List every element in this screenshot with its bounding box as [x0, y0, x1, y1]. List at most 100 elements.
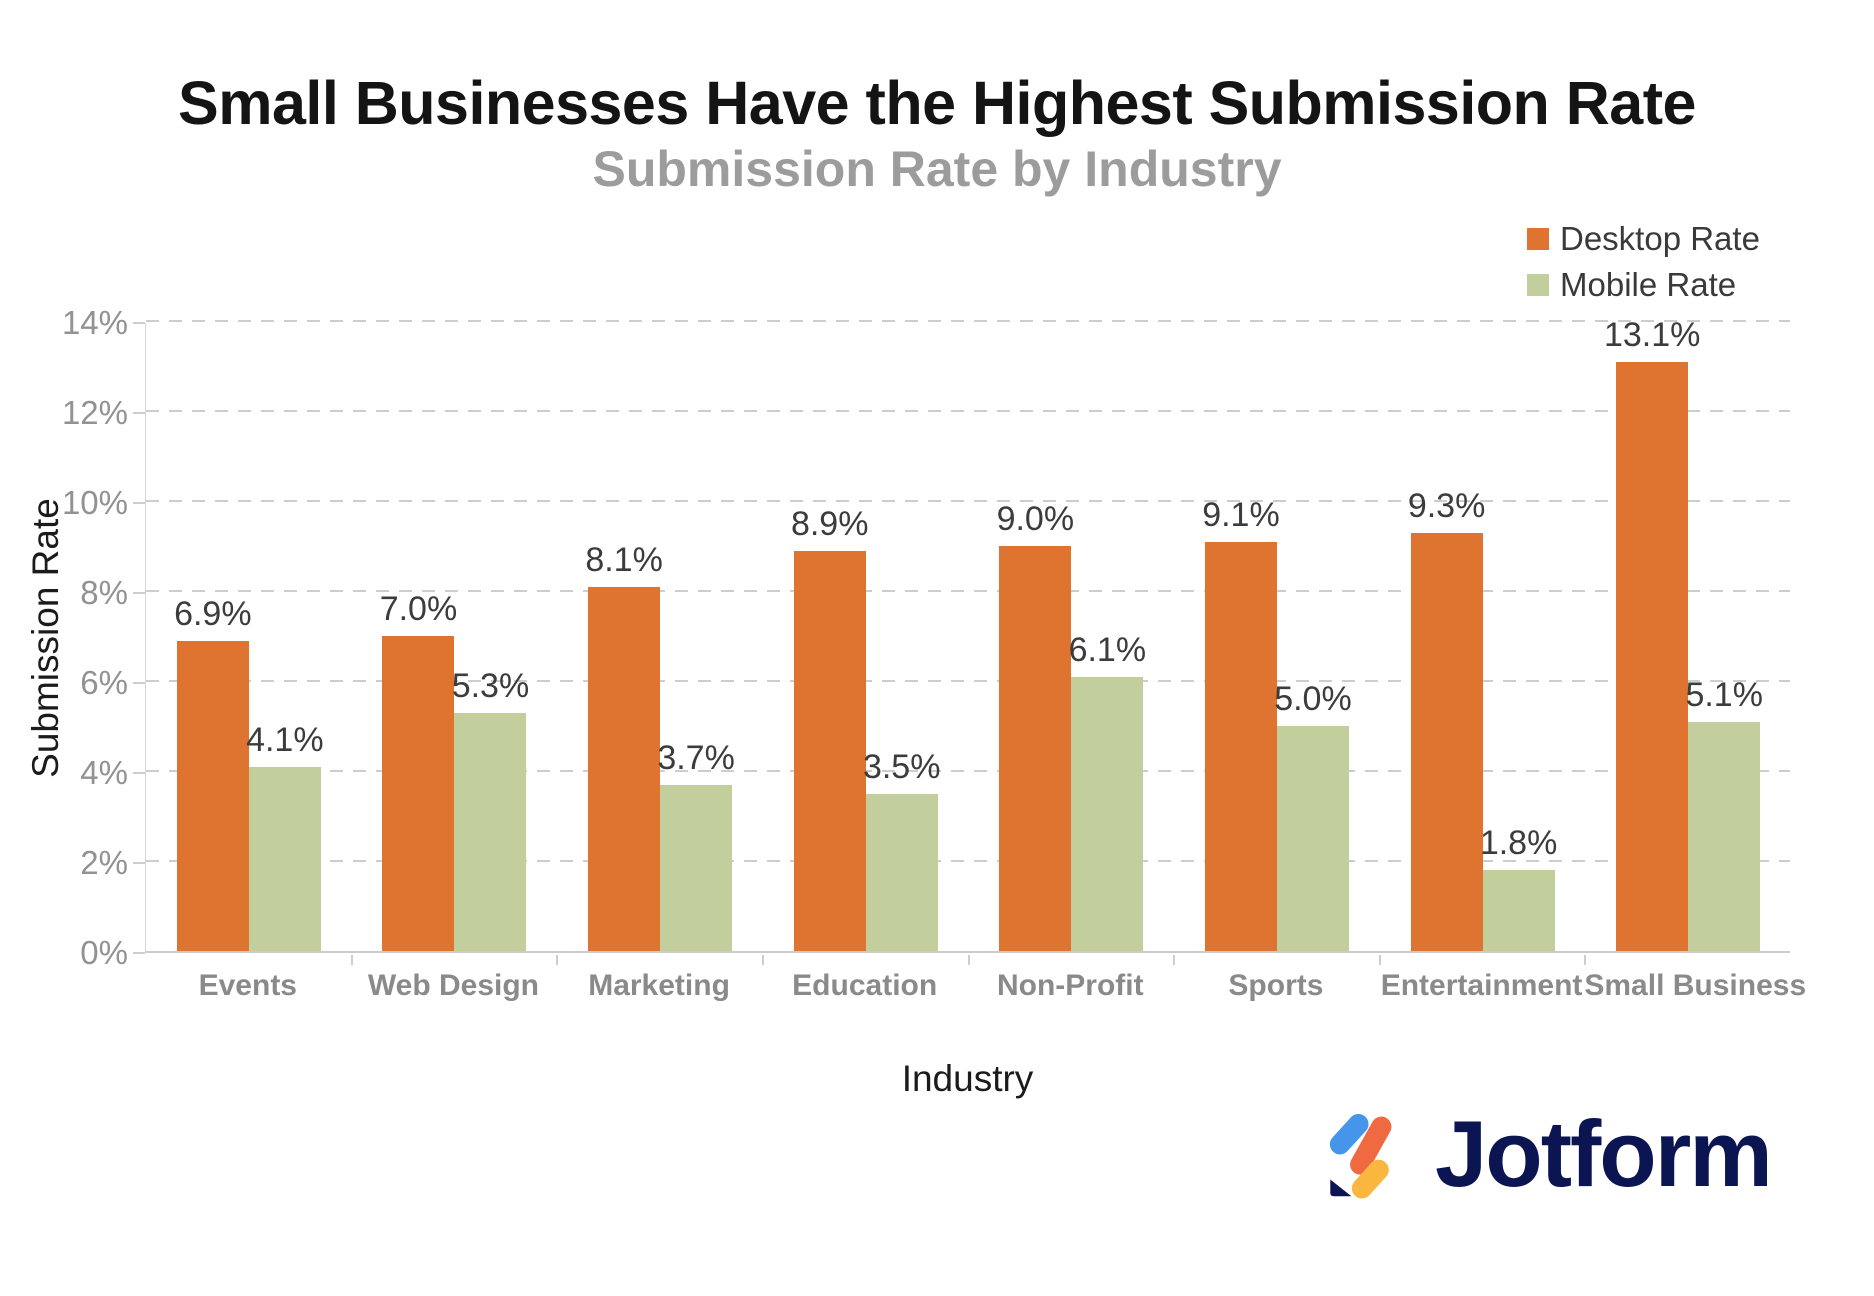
x-axis-title: Industry — [901, 1058, 1034, 1099]
bar-value-label: 5.3% — [451, 666, 530, 705]
y-tick-mark — [133, 862, 145, 864]
x-category-label: Sports — [1228, 969, 1324, 1002]
bar-wrap: 9.0% — [997, 500, 1074, 951]
gridline — [146, 410, 1790, 412]
bar-desktop-rate — [1410, 532, 1483, 951]
x-tick-mark — [1584, 955, 1587, 965]
logo-blue-stroke — [1329, 1113, 1369, 1155]
bar-wrap: 13.1% — [1604, 316, 1700, 951]
bar-wrap: 3.7% — [657, 739, 735, 951]
bar-value-label: 4.1% — [246, 720, 324, 759]
bar-value-label: 9.1% — [1202, 495, 1280, 534]
x-category-label: Entertainment — [1380, 969, 1583, 1002]
bar-wrap: 6.1% — [1069, 631, 1146, 951]
y-tick-label: 4% — [80, 754, 128, 791]
bar-desktop-rate — [1616, 361, 1689, 951]
bar-group-marketing: 8.1% 3.7% — [557, 323, 763, 951]
gridline — [146, 860, 1790, 862]
bar-value-label: 6.9% — [174, 594, 252, 633]
bar-value-label: 9.0% — [996, 500, 1075, 538]
bar-mobile-rate — [248, 766, 321, 951]
bar-value-label: 3.5% — [862, 747, 941, 786]
gridline — [146, 590, 1790, 592]
gridline — [146, 680, 1790, 682]
y-tick-label: 8% — [80, 574, 128, 611]
bar-wrap: 5.1% — [1685, 676, 1763, 951]
bar-wrap: 7.0% — [380, 590, 457, 951]
bar-wrap: 1.8% — [1480, 824, 1557, 951]
y-tick-mark — [133, 412, 145, 414]
plot-area: 6.9% 4.1% 7.0% 5.3% 8.1% 3.7% 8.9% 3.5% 9.0% 6.1%… — [145, 316, 1791, 953]
bar-value-label: 8.1% — [585, 540, 663, 579]
x-tick-mark — [556, 955, 559, 965]
bar-desktop-rate — [176, 640, 249, 951]
bar-group-events: 6.9% 4.1% — [146, 323, 352, 951]
bar-mobile-rate — [1688, 721, 1761, 951]
y-tick-mark — [133, 322, 145, 324]
bar-wrap: 8.9% — [791, 505, 868, 951]
bar-wrap: 9.1% — [1202, 496, 1280, 951]
legend-label-mobile: Mobile Rate — [1560, 266, 1737, 303]
y-tick-mark — [133, 952, 145, 954]
bar-mobile-rate — [1482, 870, 1555, 951]
bar-value-label: 9.3% — [1407, 486, 1486, 525]
bar-mobile-rate — [865, 793, 938, 951]
bar-mobile-rate — [660, 784, 733, 951]
logo-pencil-tip — [1330, 1179, 1352, 1197]
x-tick-mark — [350, 955, 353, 965]
bar-desktop-rate — [588, 586, 661, 951]
x-category-label: Web Design — [367, 969, 539, 1002]
logo-orange-stroke — [1350, 1116, 1392, 1175]
bar-value-label: 7.0% — [379, 590, 458, 628]
bar-group-web-design: 7.0% 5.3% — [352, 323, 558, 951]
legend-label-desktop: Desktop Rate — [1560, 220, 1760, 257]
bar-desktop-rate — [1204, 541, 1277, 951]
bar-wrap: 3.5% — [863, 748, 940, 951]
y-axis-title: Submission Rate — [25, 498, 66, 778]
bar-desktop-rate — [382, 636, 455, 951]
y-tick-mark — [133, 772, 145, 774]
bar-group-education: 8.9% 3.5% — [763, 323, 969, 951]
bar-desktop-rate — [793, 550, 866, 951]
jotform-logo-icon — [1329, 1113, 1392, 1199]
bar-group-non-profit: 9.0% 6.1% — [969, 323, 1175, 951]
gridline — [146, 770, 1790, 772]
bar-value-label: 3.7% — [657, 738, 735, 777]
bar-group-sports: 9.1% 5.0% — [1174, 323, 1380, 951]
bar-wrap: 8.1% — [585, 541, 663, 951]
legend-swatch-desktop — [1527, 228, 1549, 250]
bar-value-label: 13.1% — [1603, 315, 1701, 354]
y-tick-label: 0% — [80, 934, 128, 971]
x-category-label: Marketing — [588, 969, 730, 1002]
brand-wordmark: Jotform — [1435, 1101, 1773, 1206]
y-tick-label: 6% — [80, 664, 128, 701]
x-category-label: Small Business — [1584, 969, 1807, 1002]
bar-wrap: 9.3% — [1408, 487, 1485, 951]
y-tick-mark — [133, 682, 145, 684]
y-tick-label: 12% — [61, 394, 128, 431]
gridline — [146, 500, 1790, 502]
bar-mobile-rate — [1276, 726, 1349, 951]
x-tick-mark — [1378, 955, 1381, 965]
bar-wrap: 5.0% — [1274, 680, 1352, 951]
bar-wrap: 5.3% — [452, 667, 529, 951]
x-tick-mark — [761, 955, 764, 965]
bar-value-label: 6.1% — [1068, 630, 1147, 669]
x-category-label: Non-Profit — [996, 969, 1144, 1002]
brand-lockup: Jotform — [1325, 1100, 1773, 1208]
legend-item-desktop: Desktop Rate — [1527, 220, 1760, 258]
y-tick-mark — [133, 502, 145, 504]
bar-value-label: 8.9% — [790, 504, 869, 543]
logo-yellow-stroke — [1351, 1159, 1389, 1199]
bar-mobile-rate — [1071, 676, 1144, 951]
y-tick-label: 14% — [61, 304, 128, 341]
chart-title: Small Businesses Have the Highest Submis… — [178, 69, 1696, 137]
y-tick-mark — [133, 592, 145, 594]
legend: Desktop Rate Mobile Rate — [1527, 220, 1760, 304]
bar-wrap: 4.1% — [246, 721, 324, 951]
bar-group-small-business: 13.1% 5.1% — [1585, 316, 1791, 951]
bar-mobile-rate — [454, 712, 527, 951]
bar-value-label: 1.8% — [1479, 824, 1558, 862]
gridline — [146, 320, 1790, 322]
